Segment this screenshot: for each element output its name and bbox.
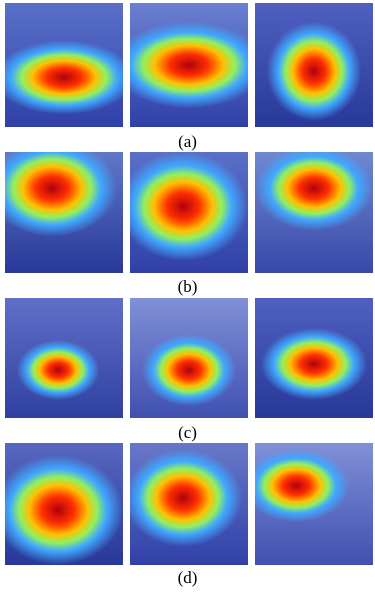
heatmap-image — [5, 443, 123, 565]
caption: (c) — [0, 423, 375, 443]
caption: (d) — [0, 568, 375, 588]
caption: (a) — [0, 132, 375, 152]
heatmap-image — [130, 152, 248, 273]
heatmap-image — [255, 152, 373, 273]
heatmap-image — [5, 3, 123, 127]
heatmap-image — [130, 298, 248, 418]
heatmap-image — [255, 3, 373, 127]
heatmap-image — [130, 3, 248, 127]
heatmap-image — [255, 298, 373, 418]
heatmap-image — [5, 298, 123, 418]
caption: (b) — [0, 277, 375, 297]
heatmap-image — [130, 443, 248, 565]
heatmap-image — [5, 152, 123, 273]
figure: (a) (b) (c) (d) — [0, 0, 375, 592]
heatmap-image — [255, 443, 373, 565]
